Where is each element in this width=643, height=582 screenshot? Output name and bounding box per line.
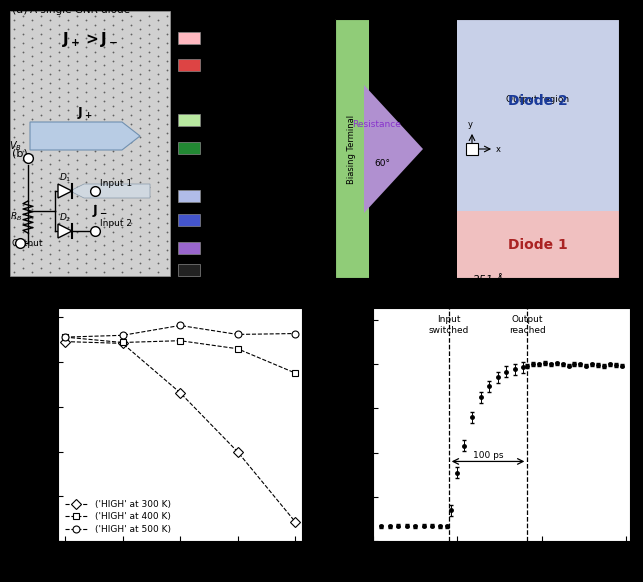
Text: $V_B$: $V_B$ (9, 139, 22, 153)
Text: Heat bath
atoms at T₁: Heat bath atoms at T₁ (205, 55, 257, 74)
Text: 0.48 L: 0.48 L (640, 138, 643, 160)
('HIGH' at 400 K) (61, 333, 69, 340)
Text: 0.25 L: 0.25 L (526, 285, 550, 294)
Text: Diode 1 atoms: Diode 1 atoms (178, 8, 263, 18)
Bar (178, 214, 200, 226)
Text: $D_1$: $D_1$ (59, 172, 71, 184)
Text: $R_B$: $R_B$ (10, 211, 22, 223)
Bar (178, 114, 200, 126)
('HIGH' at 500 K) (176, 322, 184, 329)
Bar (178, 32, 200, 44)
Text: Resistance atoms: Resistance atoms (205, 243, 285, 253)
Polygon shape (58, 184, 72, 198)
Text: 0.12 L: 0.12 L (340, 3, 364, 12)
Text: Input 1: Input 1 (100, 179, 132, 189)
('HIGH' at 500 K) (233, 331, 241, 338)
Line: ('HIGH' at 500 K): ('HIGH' at 500 K) (62, 322, 298, 340)
Bar (335, 19, 619, 278)
Text: $L$ = 251 Å: $L$ = 251 Å (451, 271, 503, 285)
Text: 100 ps: 100 ps (473, 451, 503, 460)
Text: 0.26 L: 0.26 L (640, 43, 643, 65)
Text: $\mathbf{J_-}$: $\mathbf{J_-}$ (92, 203, 108, 219)
Bar (178, 59, 200, 71)
Text: Heat bath
atoms at T₂: Heat bath atoms at T₂ (205, 210, 257, 230)
Text: $\mathbf{J_+}$: $\mathbf{J_+}$ (77, 105, 93, 121)
('HIGH' at 500 K) (291, 330, 299, 337)
Text: Diode 2: Diode 2 (508, 94, 568, 108)
Polygon shape (364, 85, 423, 213)
X-axis label: ΔT (K): ΔT (K) (159, 562, 201, 574)
Text: 0.31 L: 0.31 L (401, 3, 425, 12)
FancyArrow shape (30, 122, 140, 150)
Text: x: x (496, 144, 501, 154)
Text: $\mathbf{J_+ > J_-}$: $\mathbf{J_+ > J_-}$ (62, 30, 118, 49)
Bar (178, 142, 200, 154)
Text: 0.57 L: 0.57 L (526, 3, 550, 12)
('HIGH' at 400 K) (119, 339, 127, 346)
Bar (466, 143, 478, 155)
('HIGH' at 500 K) (119, 332, 127, 339)
Text: Fixed boundary atoms: Fixed boundary atoms (205, 265, 305, 275)
FancyArrow shape (70, 184, 150, 198)
('HIGH' at 300 K) (176, 389, 184, 396)
Polygon shape (58, 224, 72, 238)
Bar (457, 211, 619, 278)
Text: Biasing Terminal: Biasing Terminal (347, 115, 356, 183)
Bar (178, 264, 200, 276)
Text: Regular atoms: Regular atoms (205, 34, 271, 42)
Text: $D_2$: $D_2$ (59, 211, 71, 224)
Text: y: y (467, 120, 473, 129)
Text: 60°: 60° (374, 159, 390, 168)
Y-axis label: ε: ε (333, 421, 346, 428)
Text: Biasing terminal
atoms: Biasing terminal atoms (178, 88, 275, 109)
Bar (178, 242, 200, 254)
Line: ('HIGH' at 400 K): ('HIGH' at 400 K) (62, 333, 298, 377)
Text: Regular atoms: Regular atoms (205, 191, 271, 201)
('HIGH' at 300 K) (119, 340, 127, 347)
('HIGH' at 400 K) (291, 370, 299, 377)
Y-axis label: ε: ε (12, 421, 24, 428)
Text: Diode 2 atoms: Diode 2 atoms (178, 168, 263, 178)
Text: (d): (d) (24, 289, 39, 299)
Text: Heat bath
atoms at T₂: Heat bath atoms at T₂ (205, 139, 257, 158)
Text: A single GNR diode: A single GNR diode (30, 5, 130, 15)
Text: Heat bath
atoms at T၂: Heat bath atoms at T၂ (205, 111, 258, 130)
('HIGH' at 300 K) (61, 338, 69, 345)
Text: Output
reached: Output reached (509, 315, 546, 335)
Line: ('HIGH' at 300 K): ('HIGH' at 300 K) (62, 338, 298, 525)
('HIGH' at 400 K) (233, 345, 241, 352)
Text: (a): (a) (12, 5, 28, 15)
Text: Diode 1: Diode 1 (508, 238, 568, 252)
Text: Input
switched: Input switched (429, 315, 469, 335)
Legend: ('HIGH' at 300 K), ('HIGH' at 400 K), ('HIGH' at 500 K): ('HIGH' at 300 K), ('HIGH' at 400 K), ('… (62, 497, 174, 537)
Text: Resistance: Resistance (352, 120, 401, 129)
Text: (c): (c) (332, 5, 347, 15)
Text: Output region: Output region (507, 95, 570, 104)
('HIGH' at 300 K) (233, 448, 241, 455)
('HIGH' at 400 K) (176, 337, 184, 344)
Bar (10, 11, 170, 276)
('HIGH' at 300 K) (291, 518, 299, 525)
('HIGH' at 500 K) (61, 333, 69, 340)
Bar (457, 20, 619, 211)
X-axis label: Time (ps): Time (ps) (470, 562, 533, 574)
Text: (e): (e) (334, 289, 350, 299)
Bar (335, 19, 369, 278)
Text: 0.26 L: 0.26 L (640, 234, 643, 256)
Text: Input 2: Input 2 (100, 219, 132, 229)
Text: (b): (b) (12, 148, 28, 158)
Text: Output: Output (12, 239, 44, 247)
Bar (178, 190, 200, 202)
